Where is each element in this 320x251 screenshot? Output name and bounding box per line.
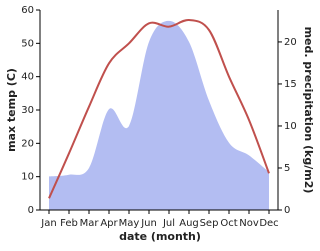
y-tick-label: 60 <box>21 5 34 16</box>
x-tick-label: Feb <box>60 218 78 229</box>
y2-tick-label: 10 <box>284 121 297 132</box>
x-tick-label: Aug <box>179 218 199 229</box>
chart: date (month) max temp (C) med. precipita… <box>5 5 315 243</box>
precip-area <box>49 20 269 210</box>
y-axis-label: max temp (C) <box>5 68 18 152</box>
x-tick-label: May <box>119 218 140 229</box>
temp-line <box>48 18 270 199</box>
x-tick-label: Mar <box>80 218 100 229</box>
y-tick-label: 10 <box>21 172 34 183</box>
x-tick-label: Nov <box>239 218 259 229</box>
x-tick-label: Oct <box>220 218 237 229</box>
y2-tick-label: 20 <box>284 37 297 48</box>
y-tick-label: 0 <box>28 205 34 216</box>
x-tick-label: Jan <box>40 218 56 229</box>
y2-tick-label: 15 <box>284 79 297 90</box>
y-tick-label: 30 <box>21 105 34 116</box>
y2-axis-label: med. precipitation (kg/m2) <box>302 27 315 194</box>
x-tick-label: Sep <box>200 218 219 229</box>
x-tick-label: Apr <box>100 218 118 229</box>
x-tick-label: Jun <box>140 218 157 229</box>
x-tick-label: Dec <box>259 218 278 229</box>
y-tick-label: 40 <box>21 72 34 83</box>
x-axis-label: date (month) <box>119 230 201 243</box>
x-tick-label: Jul <box>162 218 175 229</box>
y2-tick-label: 5 <box>284 163 290 174</box>
y2-tick-label: 0 <box>284 205 290 216</box>
y-tick-label: 20 <box>21 138 34 149</box>
y-tick-label: 50 <box>21 38 34 49</box>
